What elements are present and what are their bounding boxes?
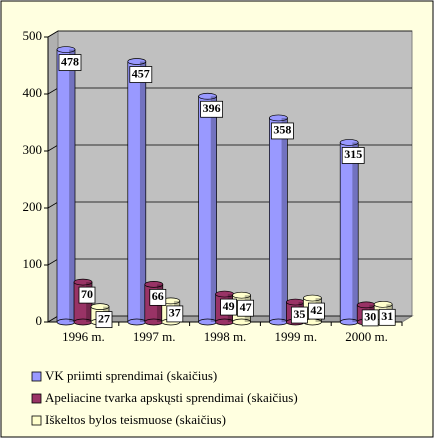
legend-swatch [31, 371, 42, 382]
bar-top [90, 303, 110, 310]
data-label: 70 [81, 287, 93, 301]
y-tick-label: 300 [23, 142, 43, 157]
data-label-box [78, 286, 96, 304]
data-label: 315 [344, 147, 362, 161]
data-label-box [270, 122, 294, 140]
x-tick-label: 2000 m. [345, 329, 388, 344]
data-label-box [149, 288, 167, 306]
bar-shade [281, 117, 288, 322]
y-tick-label: 200 [23, 199, 43, 214]
bar [56, 46, 76, 326]
legend-label: VK priimti sprendimai (skaičius) [45, 368, 217, 383]
bar-shade [69, 49, 75, 322]
bar-top [339, 139, 359, 146]
data-label-box [378, 308, 396, 326]
bar-top [232, 291, 251, 299]
bar [339, 139, 359, 326]
data-label-box [290, 306, 308, 324]
data-label-box [341, 147, 365, 164]
data-label-box [58, 54, 82, 71]
data-label: 478 [61, 54, 79, 68]
y-tick-label: 500 [23, 28, 43, 43]
data-label: 35 [293, 307, 305, 321]
bar-top [144, 281, 164, 288]
y-tick-label: 0 [36, 313, 43, 328]
bar-top [198, 92, 217, 100]
data-label: 30 [364, 310, 376, 324]
bar [127, 58, 147, 326]
x-tick-label: 1998 m. [204, 329, 247, 344]
bar-top [303, 294, 322, 302]
bar-top [269, 114, 288, 122]
bar [198, 92, 217, 326]
data-label-box [237, 299, 255, 317]
legend-label: Iškeltos bylos teismuose (skaičius) [45, 412, 226, 427]
bar-top [127, 58, 147, 65]
bar-shade [139, 61, 146, 322]
bar [269, 114, 288, 326]
data-label-box [361, 309, 379, 327]
grid-line [47, 30, 412, 38]
y-tick-label: 100 [23, 256, 43, 271]
x-tick-label: 1999 m. [274, 329, 317, 344]
data-label-box [95, 311, 113, 329]
bar-bottom [232, 318, 251, 326]
data-label: 37 [169, 306, 181, 320]
legend-label: Apeliacine tvarka apskųsti sprendimai (s… [45, 390, 298, 405]
bar-shade [352, 142, 359, 322]
plot-wall [57, 30, 413, 317]
data-label: 457 [132, 66, 150, 80]
data-label: 396 [203, 101, 221, 115]
data-label: 49 [223, 299, 235, 313]
x-tick-label: 1996 m. [62, 329, 105, 344]
data-label-box [129, 66, 153, 83]
data-label-box [307, 302, 325, 320]
bar-top [56, 46, 76, 53]
legend-swatch [31, 415, 42, 426]
data-label-box [220, 298, 238, 316]
y-tick-label: 400 [23, 85, 43, 100]
data-label-box [166, 305, 184, 323]
plot-side [47, 30, 59, 323]
data-label: 66 [152, 289, 164, 303]
data-label: 27 [98, 311, 110, 325]
bar-shade [210, 96, 217, 322]
x-tick-label: 1997 m. [133, 329, 176, 344]
data-label-box [200, 100, 224, 118]
data-label: 31 [381, 309, 393, 323]
bar-top [373, 300, 393, 308]
bar-top [73, 278, 93, 286]
data-label: 47 [240, 300, 252, 314]
legend-swatch [31, 393, 42, 404]
data-label: 42 [310, 303, 322, 317]
data-label: 358 [273, 123, 291, 137]
